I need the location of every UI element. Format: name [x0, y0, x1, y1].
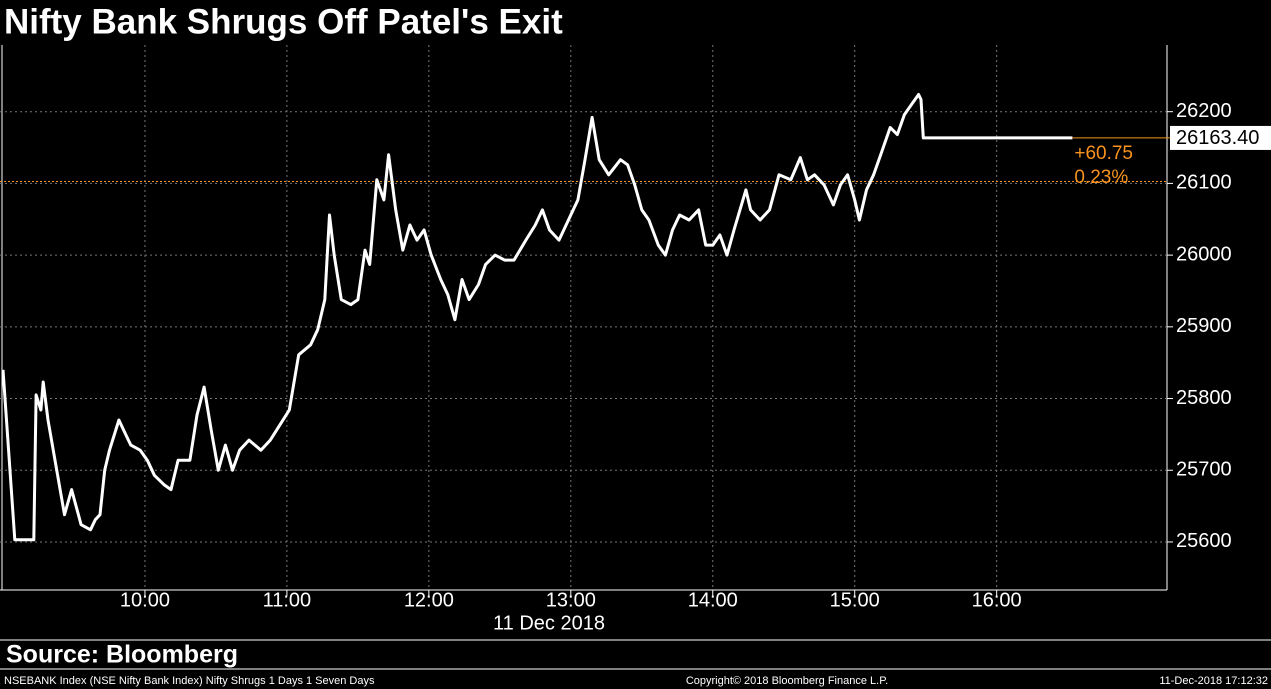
y-tick-label: 25900 — [1176, 315, 1232, 337]
y-tick-label: 25700 — [1176, 459, 1232, 481]
x-tick-label: 16:00 — [972, 589, 1022, 611]
x-tick-label: 14:00 — [688, 589, 738, 611]
x-axis-label: 11 Dec 2018 — [493, 612, 605, 634]
y-tick-label: 25800 — [1176, 387, 1232, 409]
footer-right: 11-Dec-2018 17:12:32 — [1159, 675, 1268, 687]
last-value-box — [1170, 125, 1271, 150]
change-label: +60.75 — [1074, 143, 1133, 164]
change-pct-label: 0.23% — [1074, 167, 1128, 188]
y-tick-label: 26200 — [1176, 100, 1232, 122]
footer-center: Copyright© 2018 Bloomberg Finance L.P. — [686, 675, 888, 687]
price-line — [1, 93, 1073, 542]
x-tick-label: 11:00 — [263, 589, 312, 611]
x-tick-label: 12:00 — [404, 589, 454, 611]
x-tick-label: 10:00 — [120, 589, 170, 611]
footer-left: NSEBANK Index (NSE Nifty Bank Index) Nif… — [4, 675, 375, 687]
source: Source: Bloomberg — [6, 641, 238, 669]
y-tick-label: 26000 — [1176, 243, 1232, 265]
x-tick-label: 13:00 — [546, 589, 596, 611]
y-tick-label: 25600 — [1176, 530, 1232, 552]
last-value-label: 26163.40 — [1176, 127, 1259, 149]
x-tick-label: 15:00 — [830, 589, 880, 611]
y-tick-label: 26100 — [1176, 172, 1232, 194]
chart-title: Nifty Bank Shrugs Off Patel's Exit — [4, 2, 563, 41]
